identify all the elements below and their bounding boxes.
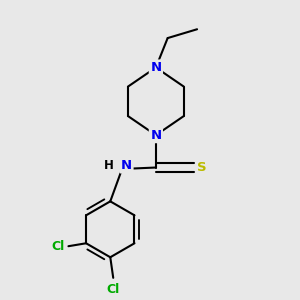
Text: Cl: Cl [52, 240, 65, 253]
Text: N: N [150, 129, 161, 142]
Text: N: N [150, 61, 161, 74]
Text: H: H [104, 159, 114, 172]
Text: S: S [197, 161, 206, 174]
Text: Cl: Cl [106, 283, 120, 296]
Text: N: N [121, 159, 132, 172]
